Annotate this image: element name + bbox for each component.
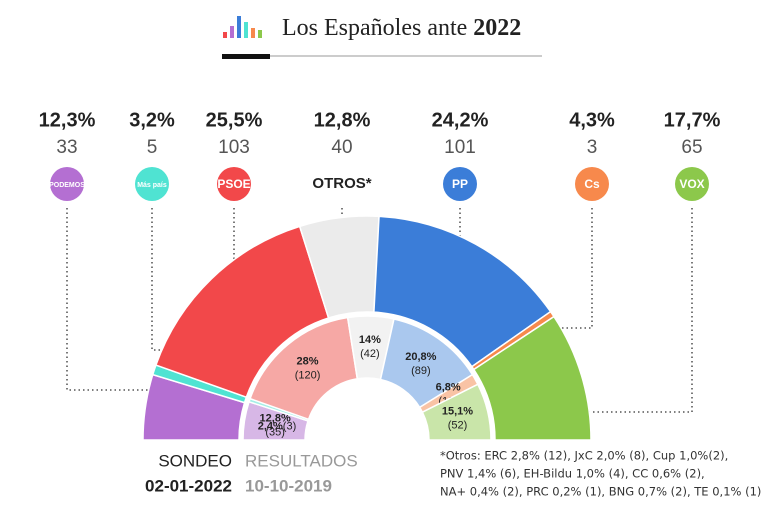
inner-label: 2,4%(3) [258,420,297,432]
share-label: 6,8% [436,381,461,393]
footnote: *Otros: ERC 2,8% (12), JxC 2,0% (8), Cup… [440,449,728,463]
share-label: 24,2% [432,109,489,131]
share-label: 20,8% [405,351,436,363]
series-date: 10-10-2019 [245,476,332,495]
series-name: RESULTADOS [245,451,358,470]
share-label: 25,5% [206,109,263,131]
title-icon [223,16,262,38]
share-label: 12,8% [260,412,291,424]
seat-label: 33 [56,137,77,158]
party-name: PSOE [217,177,250,191]
series-name: SONDEO [158,451,232,470]
party-name: Cs [584,177,600,191]
seat-label: 103 [218,137,250,158]
seat-label: (120) [295,369,321,381]
party-name: VOX [679,177,704,191]
party-name: PODEMOS [49,182,85,189]
party-logo [217,167,251,201]
share-label: 3,2% [129,109,175,131]
party-name: OTROS* [312,175,371,192]
seat-label: 101 [444,137,476,158]
share-label: 12,8% [314,109,371,131]
title-bar [222,54,270,59]
share-label: 17,7% [664,109,721,131]
share-label: 15,1% [442,405,473,417]
leader-line [66,208,162,391]
leader-line [562,208,693,413]
share-label: 2,4% [258,420,283,432]
share-label: 12,3% [39,109,96,131]
series-date: 02-01-2022 [145,476,232,495]
seat-label: (3) [283,420,296,432]
chart-title: Los Españoles ante 2022 [282,15,521,41]
seat-label: 5 [147,137,158,158]
party-logo [50,167,84,201]
share-label: 14% [359,334,381,346]
party-logo [135,167,169,201]
seat-label: 65 [681,137,702,158]
footnote: NA+ 0,4% (2), PRC 0,2% (1), BNG 0,7% (2)… [440,485,761,499]
segment [472,315,592,441]
seat-label: (42) [360,348,380,360]
party-name: Más país [137,182,167,189]
footnote: PNV 1,4% (6), EH-Bildu 1,0% (4), CC 0,6%… [440,467,705,481]
seat-label: 3 [587,137,598,158]
party-logo [575,167,609,201]
segment [421,383,492,441]
seat-label: 40 [331,137,352,158]
party-name: PP [452,177,468,191]
share-label: 4,3% [569,109,615,131]
seat-label: (52) [448,419,468,431]
share-label: 28% [297,355,319,367]
party-logo [443,167,477,201]
seat-label: (89) [411,365,431,377]
leader-line [548,208,593,329]
seat-label: (35) [265,426,285,438]
party-logo [675,167,709,201]
